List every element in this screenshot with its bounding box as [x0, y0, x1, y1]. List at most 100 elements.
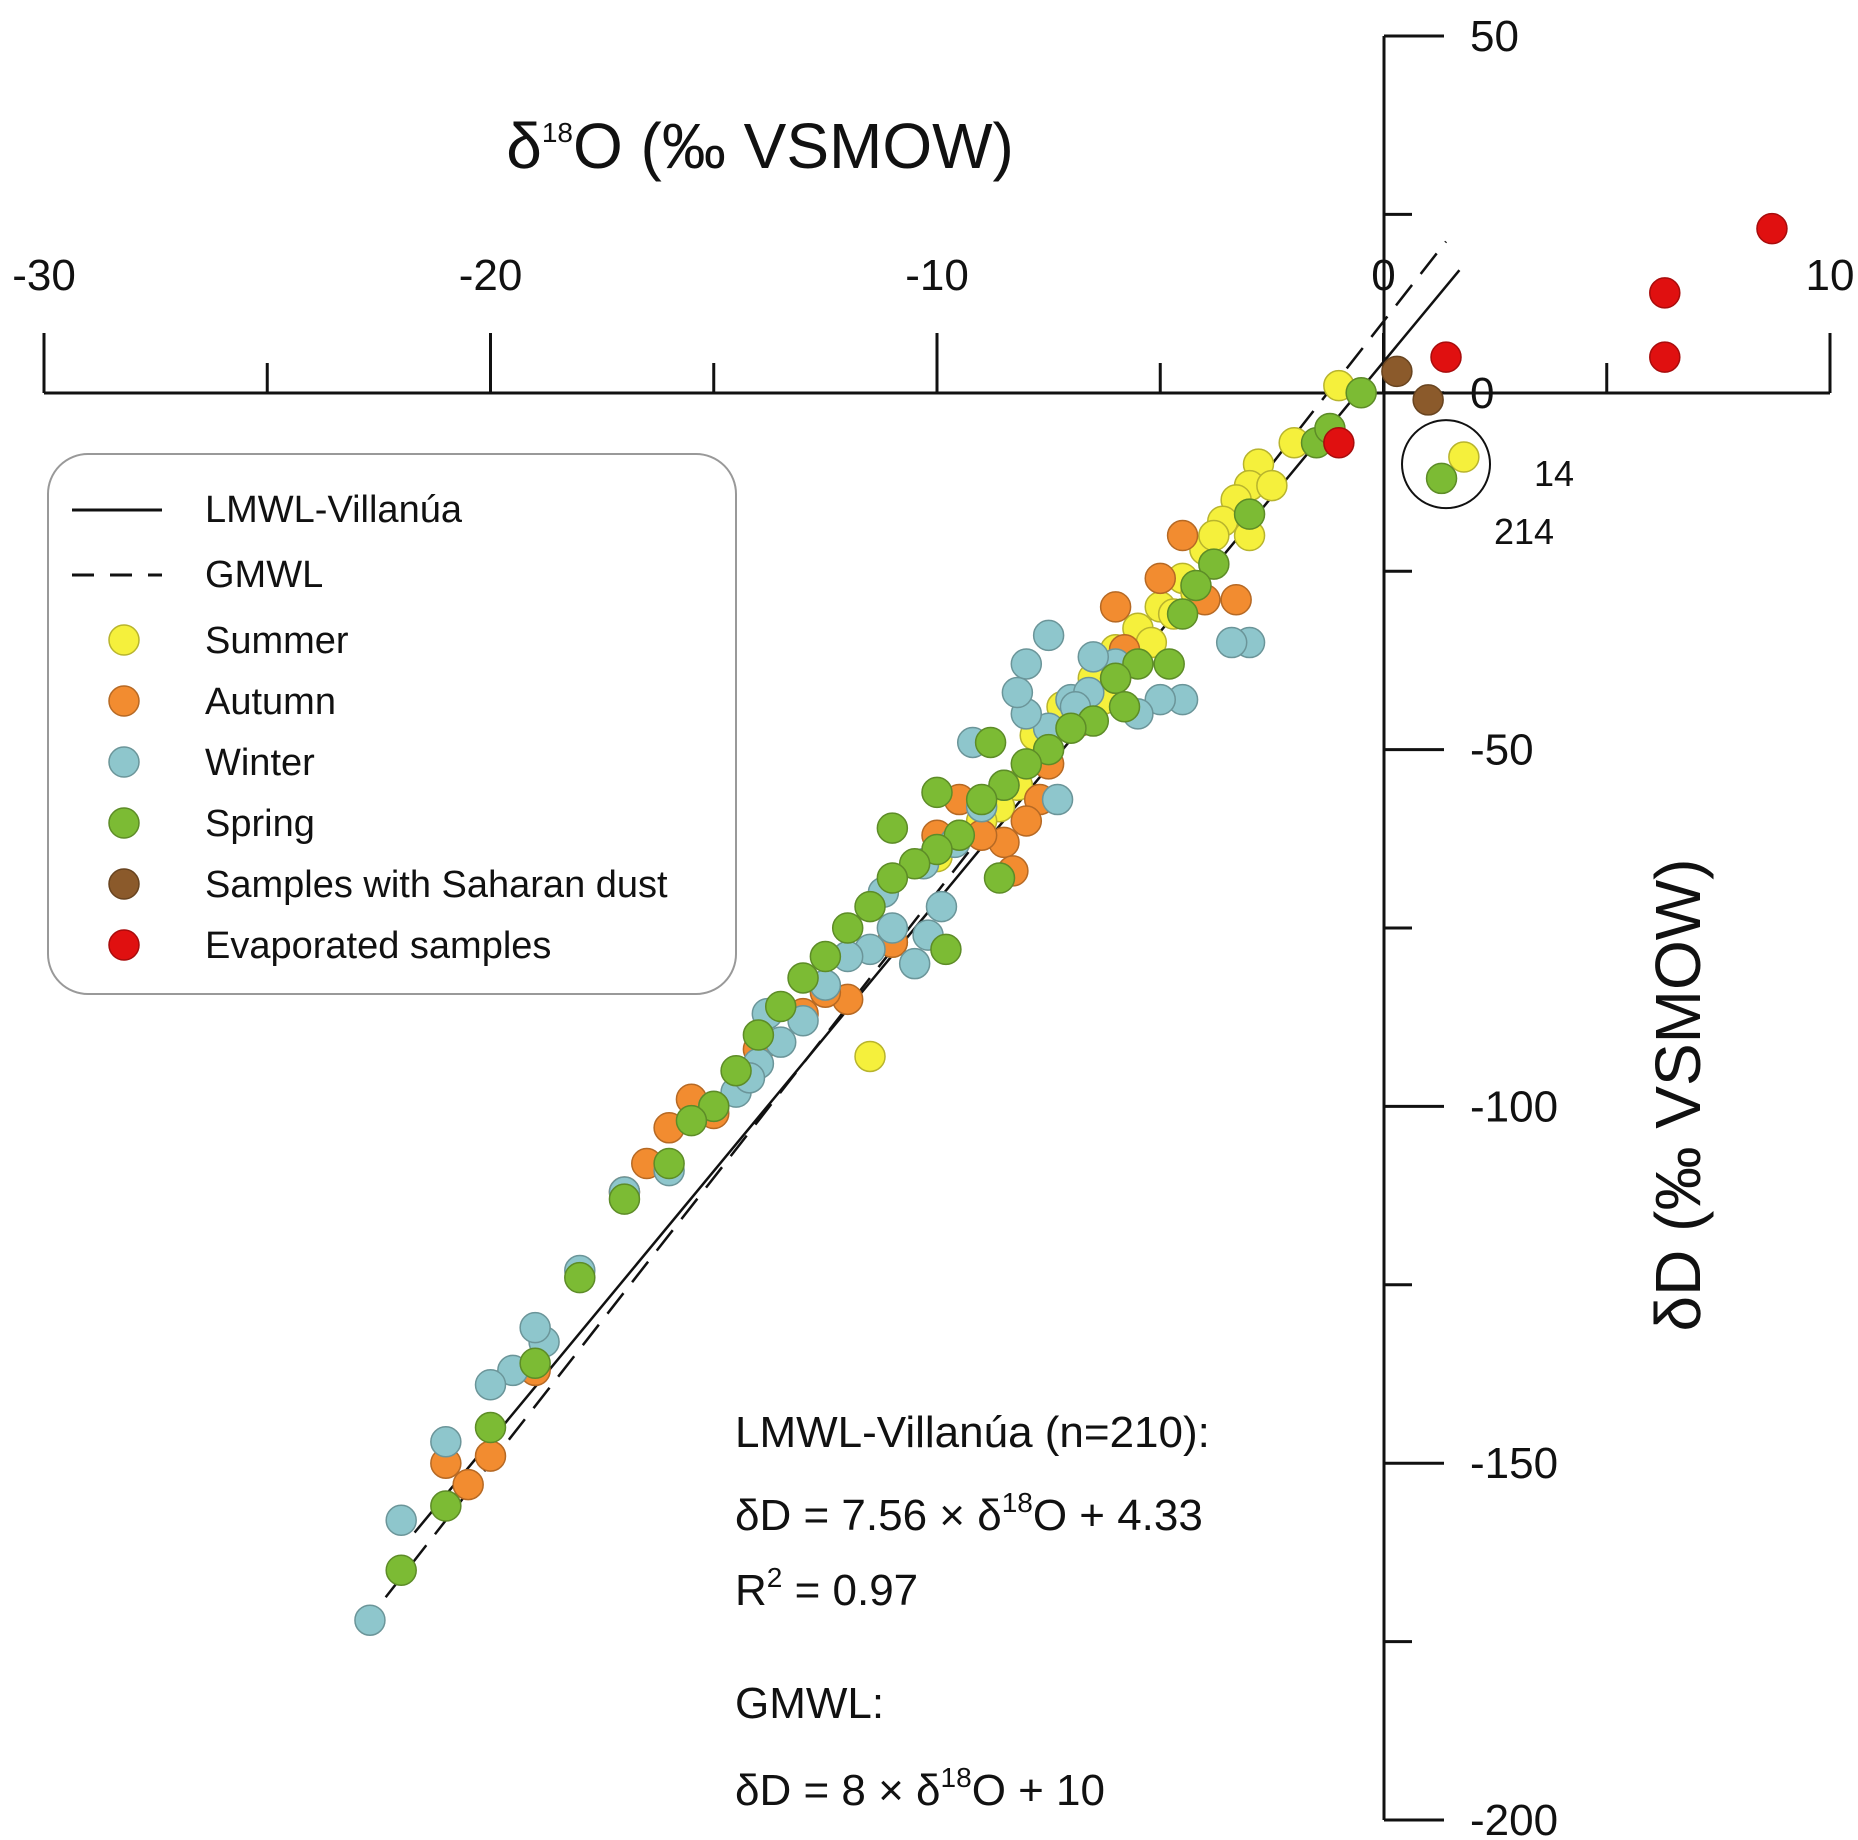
x-tick-label: 10	[1806, 251, 1855, 300]
winter-point	[474, 1368, 507, 1401]
spring-point	[1180, 569, 1212, 602]
x-axis-title: δ18O (‰ VSMOW)	[506, 110, 1014, 182]
summer-point	[1198, 519, 1230, 552]
spring-point	[1055, 712, 1087, 744]
legend-label-lmwl: LMWL-Villanúa	[205, 489, 463, 531]
winter-point	[519, 1311, 551, 1344]
spring-point	[1099, 662, 1132, 694]
spring-point	[1345, 377, 1377, 409]
spring-point	[1233, 498, 1266, 530]
x-ticks: -30 -20 -10 0 10	[12, 251, 1854, 393]
autumn-point	[1010, 805, 1043, 837]
legend-marker-summer	[108, 624, 140, 656]
spring-point	[675, 1104, 708, 1137]
spring-point	[898, 848, 931, 880]
spring-point	[720, 1054, 752, 1087]
x-tick-label: -30	[12, 251, 76, 300]
y-tick-label: -200	[1470, 1796, 1558, 1840]
spring-point	[1425, 462, 1458, 495]
y-tick-label: -100	[1470, 1082, 1558, 1131]
legend-label-gmwl: GMWL	[205, 554, 323, 596]
winter-point	[354, 1604, 386, 1636]
winter-point	[385, 1504, 417, 1537]
evaporated-samples-point	[1323, 427, 1355, 459]
legend-marker-samples-with-saharan-dust	[108, 868, 140, 900]
spring-point	[965, 783, 998, 816]
winter-point	[1215, 626, 1248, 659]
legend-label-winter: Winter	[205, 742, 315, 784]
winter-point	[876, 912, 909, 944]
spring-point	[385, 1554, 417, 1586]
legend-marker-evaporated-samples	[108, 929, 140, 961]
spring-point	[988, 769, 1020, 802]
autumn-point	[1144, 562, 1176, 595]
spring-point	[1153, 648, 1185, 680]
legend-markers: Summer Autumn Winter Spring Samples with Sah…	[108, 620, 668, 967]
gmwl-equation: δD = 8 × δ18O + 10	[735, 1762, 1105, 1815]
autumn-point	[1166, 519, 1199, 552]
winter-point	[898, 947, 931, 980]
autumn-point	[1099, 591, 1132, 623]
winter-point	[925, 890, 958, 923]
axes: -30 -20 -10 0 10 500-50-100-150-200	[12, 12, 1854, 1840]
x-tick-label: -10	[905, 251, 969, 300]
legend-label-summer: Summer	[205, 620, 349, 662]
y-tick-label: 50	[1470, 12, 1519, 61]
evaporated-samples-point	[1649, 341, 1681, 373]
gmwl-equation-title: GMWL:	[735, 1679, 884, 1728]
samples-with-saharan-dust-point	[1381, 355, 1413, 388]
legend: LMWL-Villanúa GMWL Summer Autumn Winter Spr…	[47, 453, 737, 995]
spring-point	[1198, 548, 1230, 580]
spring-point	[921, 776, 953, 809]
spring-point	[742, 1019, 775, 1051]
summer-point	[854, 1040, 886, 1073]
y-ticks: 50 0 -50 -100 -150 -200	[1384, 12, 1558, 1840]
legend-label-autumn: Autumn	[205, 681, 336, 723]
legend-frame	[47, 453, 737, 995]
spring-point	[854, 890, 886, 923]
spring-point	[474, 1411, 507, 1444]
spring-point	[930, 933, 962, 966]
spring-point	[1032, 733, 1065, 766]
spring-point	[876, 862, 909, 894]
legend-marker-spring	[108, 807, 140, 839]
label-214: 214	[1494, 511, 1554, 552]
winter-point	[1041, 783, 1074, 816]
summer-point	[1256, 469, 1288, 502]
lmwl-equation: δD = 7.56 × δ18O + 4.33	[735, 1487, 1203, 1540]
spring-point	[943, 819, 976, 851]
outlier-circle	[1401, 419, 1492, 510]
spring-point	[831, 912, 864, 944]
winter-point	[1001, 676, 1034, 709]
y-tick-label: -150	[1470, 1439, 1558, 1488]
spring-point	[430, 1490, 462, 1522]
spring-point	[519, 1347, 551, 1380]
lmwl-equation-title: LMWL-Villanúa (n=210):	[735, 1408, 1210, 1457]
spring-point	[1122, 648, 1154, 680]
spring-point	[653, 1147, 685, 1180]
spring-point	[608, 1183, 641, 1215]
autumn-point	[452, 1468, 484, 1501]
winter-point	[430, 1426, 462, 1458]
winter-point	[1077, 641, 1110, 673]
winter-point	[1032, 619, 1065, 652]
spring-point	[564, 1261, 596, 1294]
evaporated-samples-point	[1430, 341, 1462, 373]
spring-point	[974, 726, 1007, 759]
summer-point	[1448, 441, 1480, 473]
autumn-point	[474, 1440, 507, 1472]
y-axis-title: δD (‰ VSMOW)	[1642, 859, 1714, 1332]
evaporated-samples-point	[1649, 277, 1681, 309]
spring-point	[1010, 748, 1043, 780]
evaporated-samples-point	[1756, 212, 1788, 245]
spring-point	[921, 833, 953, 866]
samples-with-saharan-dust-point	[1412, 384, 1444, 416]
label-14: 14	[1534, 453, 1574, 494]
legend-label-spring: Spring	[205, 803, 315, 845]
legend-marker-winter	[108, 746, 140, 778]
spring-point	[1108, 691, 1141, 723]
winter-point	[1144, 683, 1176, 716]
spring-point	[809, 940, 842, 973]
x-tick-label: -20	[459, 251, 523, 300]
